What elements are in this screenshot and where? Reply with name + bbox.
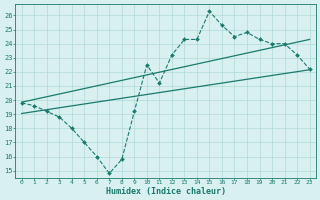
X-axis label: Humidex (Indice chaleur): Humidex (Indice chaleur) (106, 187, 226, 196)
